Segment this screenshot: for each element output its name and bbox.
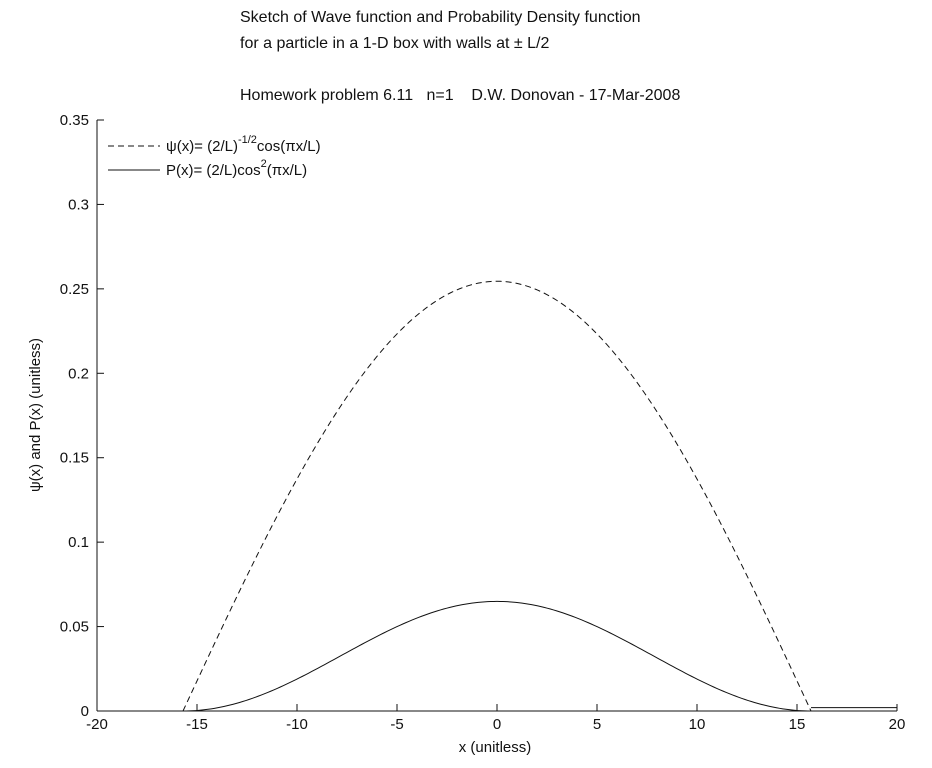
series-lines <box>182 280 897 712</box>
y-tick-label: 0.15 <box>60 450 89 467</box>
x-tick-label: 15 <box>789 716 806 733</box>
x-tick-label: -20 <box>86 716 108 733</box>
legend-p-base: P(x)= (2/L)cos <box>166 162 261 179</box>
legend-psi-sup: -1/2 <box>238 134 257 146</box>
x-tick-label: 5 <box>593 716 601 733</box>
chart-subtitle: Homework problem 6.11 n=1 D.W. Donovan -… <box>240 87 681 104</box>
legend-p-tail: (πx/L) <box>267 162 307 179</box>
y-tick-label: 0.1 <box>68 534 89 551</box>
legend-p-sup: 2 <box>261 158 267 170</box>
x-tick-label: -5 <box>390 716 403 733</box>
legend-psi-label: ψ(x)= (2/L)-1/2cos(πx/L) <box>166 134 321 155</box>
series-psi-line <box>182 280 812 712</box>
y-tick-label: 0.25 <box>60 281 89 298</box>
legend: ψ(x)= (2/L)-1/2cos(πx/L) P(x)= (2/L)cos2… <box>108 134 321 179</box>
y-axis-label: ψ(x) and P(x) (unitless) <box>27 338 44 492</box>
chart-title-line-2: for a particle in a 1-D box with walls a… <box>240 35 550 52</box>
legend-psi-base: ψ(x)= (2/L) <box>166 138 238 155</box>
x-tick-label: 20 <box>889 716 906 733</box>
y-tick-label: 0.05 <box>60 619 89 636</box>
legend-psi-tail: cos(πx/L) <box>257 138 321 155</box>
y-tick-label: 0.3 <box>68 196 89 213</box>
x-tick-label: -15 <box>186 716 208 733</box>
x-axis-label: x (unitless) <box>459 739 532 756</box>
legend-p-label: P(x)= (2/L)cos2(πx/L) <box>166 158 307 179</box>
y-tick-label: 0.2 <box>68 365 89 382</box>
x-tick-label: 0 <box>493 716 501 733</box>
x-tick-label: 10 <box>689 716 706 733</box>
x-tick-label: -10 <box>286 716 308 733</box>
chart-title-line-1: Sketch of Wave function and Probability … <box>240 9 641 26</box>
y-tick-label: 0.35 <box>60 112 89 129</box>
y-tick-label: 0 <box>81 703 89 720</box>
axes: -20 -15 -10 -5 0 5 10 15 20 0 0.05 0.1 0.15 0.2 0.25 0.… <box>60 112 906 733</box>
series-P-line <box>182 600 812 712</box>
